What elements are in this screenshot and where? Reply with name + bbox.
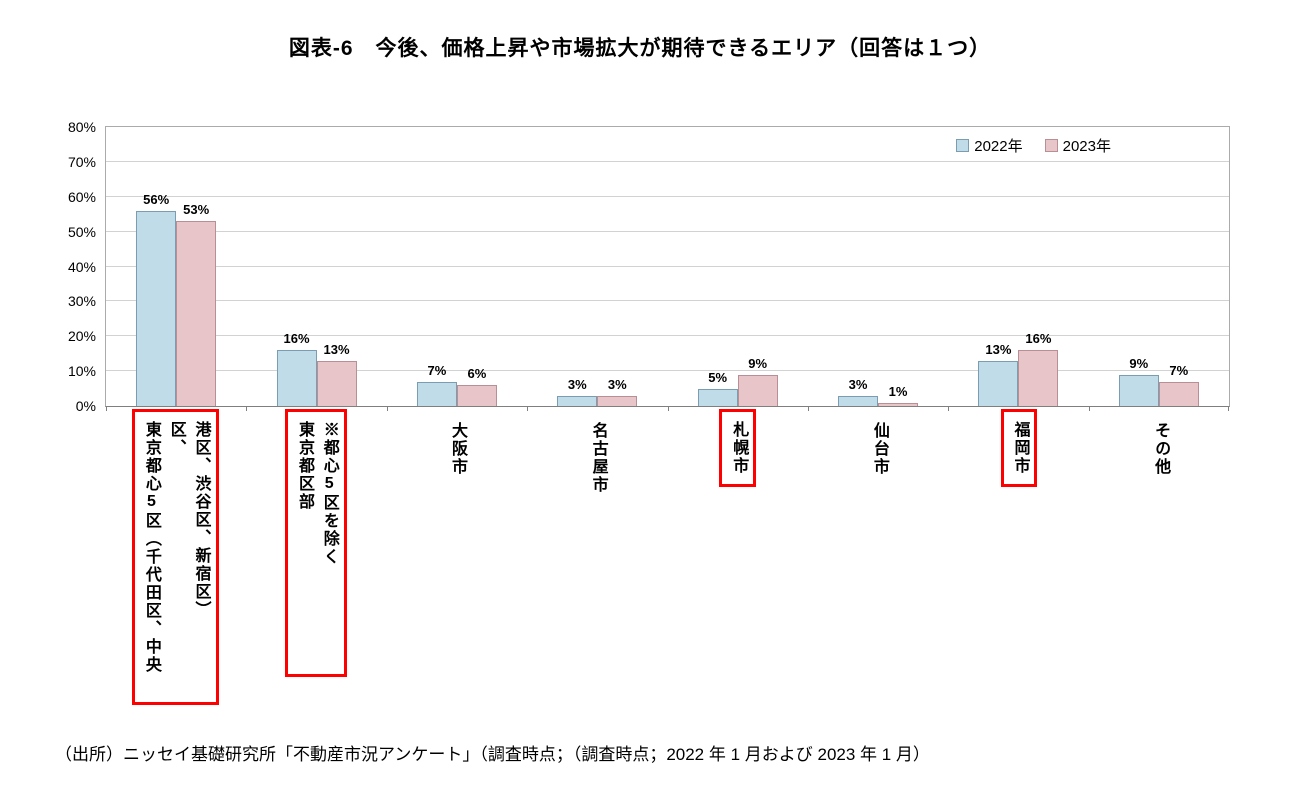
bar-group: 3% 1% xyxy=(808,127,948,406)
bar-value-label: 56% xyxy=(143,191,170,207)
x-tick-mark xyxy=(1088,406,1090,411)
source-note: （出所）ニッセイ基礎研究所「不動産市況アンケート」（調査時点；（調査時点；202… xyxy=(55,745,930,764)
x-tick-mark xyxy=(106,406,107,411)
bar-value-label: 13% xyxy=(985,341,1012,357)
x-axis-label: 仙台市 xyxy=(870,422,888,476)
gridline xyxy=(106,370,1229,372)
bar-2023年-category-3: 3% xyxy=(597,377,638,406)
bar-value-label: 53% xyxy=(183,202,210,218)
bar-2023年-category-5: 1% xyxy=(878,384,919,406)
x-label-cell: 札幌市 xyxy=(668,408,809,487)
x-axis-label: その他 xyxy=(1152,422,1170,476)
x-axis-label-highlighted: 東京都心5区（千代田区、中央区、 港区、渋谷区、新宿区） xyxy=(132,409,219,705)
x-label-cell: 福岡市 xyxy=(949,408,1090,487)
gridline xyxy=(106,335,1229,337)
bar-group: 3% 3% xyxy=(527,127,667,406)
bar-value-label: 5% xyxy=(708,369,728,385)
bar-2023年-category-7: 7% xyxy=(1158,363,1199,406)
bar-2022年-category-6: 13% xyxy=(978,342,1019,406)
x-axis-label-highlighted: 東京都区部 ※都心5区を除く xyxy=(285,409,347,677)
bar-group: 9% 7% xyxy=(1089,127,1229,406)
bar-2022年-category-0: 56% xyxy=(136,192,177,406)
gridline xyxy=(106,265,1229,267)
bar-value-label: 3% xyxy=(567,376,587,392)
bar-value-label: 3% xyxy=(848,376,868,392)
x-tick-mark xyxy=(246,406,248,411)
bar-2023年-category-6: 16% xyxy=(1018,331,1059,406)
x-axis-label-highlighted: 札幌市 xyxy=(719,409,757,487)
legend-swatch-2022 xyxy=(956,139,970,152)
y-tick-label: 60% xyxy=(67,188,96,205)
x-tick-mark xyxy=(1228,406,1229,411)
legend-swatch-2023 xyxy=(1044,139,1058,152)
bar-2022年-category-5: 3% xyxy=(838,377,879,406)
bar-value-label: 6% xyxy=(467,366,487,382)
chart-legend: 2022年 2023年 xyxy=(956,135,1111,156)
x-label-cell: 仙台市 xyxy=(808,408,949,476)
x-tick-mark xyxy=(386,406,388,411)
x-axis-label: 大阪市 xyxy=(448,422,466,476)
bar-2022年-category-3: 3% xyxy=(557,377,598,406)
gridline xyxy=(106,160,1229,162)
bar-group: 7% 6% xyxy=(387,127,527,406)
bar-2022年-category-7: 9% xyxy=(1118,356,1159,406)
plot-area: 0% 10% 20% 30% 40% 50% 60% 70% 80% 56% 53% 16% 13% 7… xyxy=(68,119,1230,414)
bar-value-label: 7% xyxy=(427,362,447,378)
bar-group: 16% 13% xyxy=(246,127,386,406)
gridline xyxy=(106,300,1229,302)
y-tick-label: 30% xyxy=(67,293,96,310)
bar-value-label: 16% xyxy=(1025,331,1052,347)
bar-2023年-category-0: 53% xyxy=(176,202,217,406)
bar-value-label: 1% xyxy=(888,383,908,399)
gridline xyxy=(106,195,1229,197)
bar-value-label: 16% xyxy=(283,331,310,347)
bar-value-label: 9% xyxy=(748,355,768,371)
y-tick-label: 80% xyxy=(67,119,96,135)
x-axis-ticks xyxy=(106,406,1229,411)
y-tick-label: 40% xyxy=(67,258,96,275)
bar-2023年-category-1: 13% xyxy=(316,342,357,406)
x-label-cell: 東京都区部 ※都心5区を除く xyxy=(246,408,387,677)
x-tick-mark xyxy=(667,406,669,411)
bar-value-label: 3% xyxy=(607,376,627,392)
legend-item-2023: 2023年 xyxy=(1044,135,1111,156)
x-axis-label-highlighted: 福岡市 xyxy=(1000,409,1038,487)
bar-2023年-category-4: 9% xyxy=(737,356,778,406)
legend-label-2022: 2022年 xyxy=(974,138,1023,155)
y-tick-label: 10% xyxy=(67,363,96,380)
bar-group: 56% 53% xyxy=(106,127,246,406)
y-tick-label: 70% xyxy=(67,153,96,170)
bar-value-label: 7% xyxy=(1169,362,1189,378)
bars-layer: 56% 53% 16% 13% 7% 6% 3% 3% 5% 9% 3% 1% 13% 16% 9% 7% xyxy=(106,127,1229,406)
legend-label-2023: 2023年 xyxy=(1062,138,1111,155)
bar-group: 13% 16% xyxy=(948,127,1088,406)
x-label-cell: その他 xyxy=(1089,408,1230,476)
bar-value-label: 13% xyxy=(323,341,350,357)
bar-2022年-category-1: 16% xyxy=(276,331,317,406)
legend-item-2022: 2022年 xyxy=(956,135,1023,156)
x-tick-mark xyxy=(948,406,950,411)
x-axis-labels: 東京都心5区（千代田区、中央区、 港区、渋谷区、新宿区） 東京都区部 ※都心5区を… xyxy=(105,408,1230,705)
bar-2022年-category-4: 5% xyxy=(697,370,738,406)
x-label-cell: 大阪市 xyxy=(386,408,527,476)
x-label-cell: 名古屋市 xyxy=(527,408,668,494)
y-axis: 0% 10% 20% 30% 40% 50% 60% 70% 80% xyxy=(46,119,106,414)
y-tick-label: 50% xyxy=(67,223,96,240)
x-tick-mark xyxy=(807,406,809,411)
gridline xyxy=(106,230,1229,232)
bar-2022年-category-2: 7% xyxy=(416,363,457,406)
y-tick-label: 20% xyxy=(67,328,96,345)
bar-2023年-category-2: 6% xyxy=(456,366,497,406)
y-tick-label: 0% xyxy=(75,398,96,414)
x-label-cell: 東京都心5区（千代田区、中央区、 港区、渋谷区、新宿区） xyxy=(105,408,246,705)
chart-title: 図表-6 今後、価格上昇や市場拡大が期待できるエリア（回答は１つ） xyxy=(288,37,992,60)
bar-group: 5% 9% xyxy=(668,127,808,406)
x-axis-label: 名古屋市 xyxy=(589,422,607,494)
x-tick-mark xyxy=(527,406,529,411)
bar-value-label: 9% xyxy=(1129,355,1149,371)
